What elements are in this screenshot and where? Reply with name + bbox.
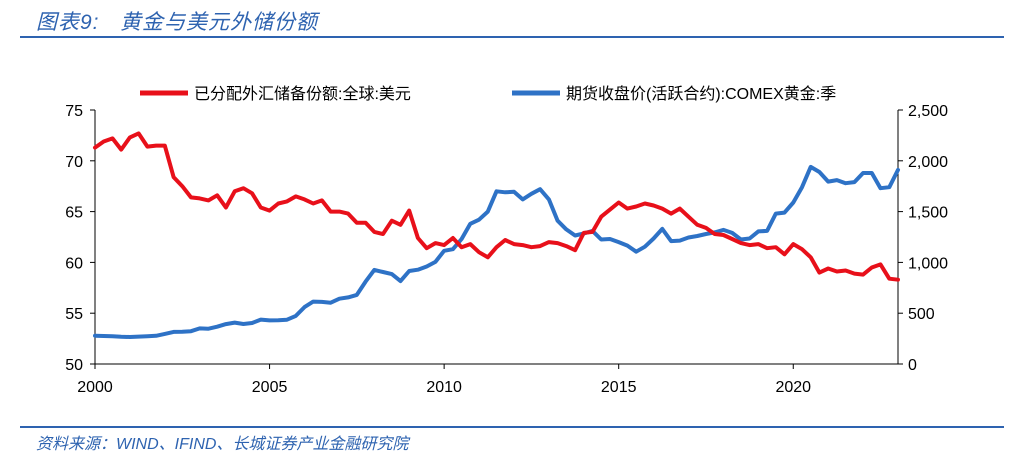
x-tick-label: 2000	[77, 379, 113, 396]
left-tick-label: 70	[65, 154, 83, 171]
chart: 已分配外汇储备份额:全球:美元 期货收盘价(活跃合约):COMEX黄金:季 50…	[65, 84, 948, 396]
x-tick-label: 2010	[426, 379, 462, 396]
left-tick-label: 55	[65, 306, 83, 323]
left-axis-ticks: 50 55 60 65 70 75	[65, 103, 95, 374]
x-tick-label: 2015	[601, 379, 637, 396]
right-tick-label: 1,500	[908, 205, 948, 222]
left-tick-label: 50	[65, 357, 83, 374]
x-tick-label: 2020	[775, 379, 811, 396]
x-axis-ticks: 2000 2005 2010 2015 2020	[77, 364, 811, 396]
left-tick-label: 65	[65, 205, 83, 222]
x-tick-label: 2005	[252, 379, 288, 396]
right-tick-label: 1,000	[908, 255, 948, 272]
legend-label-blue: 期货收盘价(活跃合约):COMEX黄金:季	[566, 84, 836, 103]
title-rule	[20, 36, 1004, 38]
legend-label-red: 已分配外汇储备份额:全球:美元	[194, 85, 411, 103]
right-axis-ticks: 0 500 1,000 1,500 2,000 2,500	[898, 103, 948, 374]
right-tick-label: 0	[908, 357, 917, 374]
figure-title: 图表9: 黄金与美元外储份额	[36, 11, 319, 34]
right-tick-label: 2,500	[908, 103, 948, 120]
series-line-usd-share	[93, 131, 900, 282]
left-tick-label: 75	[65, 103, 83, 120]
source-rule	[20, 426, 1004, 428]
plot-frame	[94, 110, 899, 365]
right-tick-label: 2,000	[908, 154, 948, 171]
source-note: 资料来源：WIND、IFIND、长城证券产业金融研究院	[36, 436, 409, 453]
legend: 已分配外汇储备份额:全球:美元 期货收盘价(活跃合约):COMEX黄金:季	[140, 84, 836, 103]
left-tick-label: 60	[65, 255, 83, 272]
series-layer	[93, 131, 900, 339]
series-line-comex-gold	[93, 164, 900, 339]
right-tick-label: 500	[908, 306, 935, 323]
